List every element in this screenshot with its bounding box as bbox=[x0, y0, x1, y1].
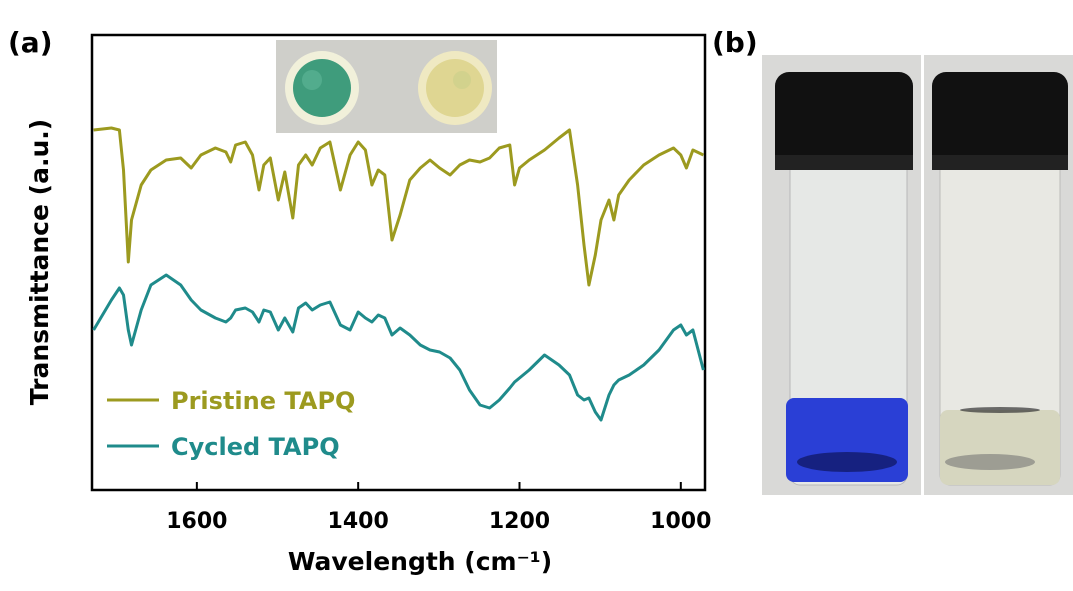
figure: (a) (b) Wavelength (cm⁻¹) Transmittance … bbox=[0, 0, 1073, 587]
page: {"chart_data": {"type": "line", "panel_l… bbox=[0, 0, 1073, 587]
vials-photo bbox=[762, 55, 1073, 495]
x-tick-label: 1400 bbox=[328, 509, 389, 534]
x-tick-label: 1600 bbox=[166, 509, 227, 534]
x-tick-label: 1200 bbox=[489, 509, 550, 534]
series-line bbox=[94, 128, 704, 285]
inset-photo bbox=[276, 40, 497, 133]
panel-label: (a) bbox=[8, 26, 53, 59]
legend-label: Pristine TAPQ bbox=[171, 387, 355, 415]
x-axis-label: Wavelength (cm⁻¹) bbox=[288, 547, 552, 576]
x-tick-label: 1000 bbox=[650, 509, 711, 534]
y-axis-label: Transmittance (a.u.) bbox=[25, 119, 54, 405]
panel-label: (b) bbox=[712, 26, 758, 59]
legend-label: Cycled TAPQ bbox=[171, 433, 340, 461]
